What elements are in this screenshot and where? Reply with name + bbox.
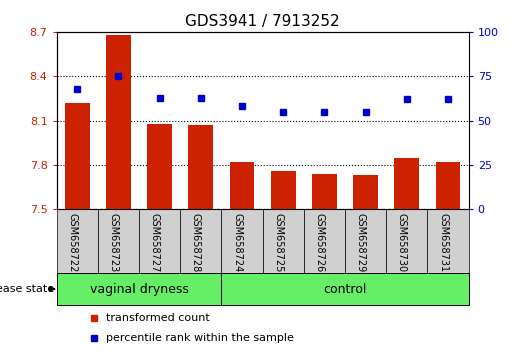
FancyBboxPatch shape xyxy=(304,209,345,273)
Bar xyxy=(106,35,131,209)
Text: control: control xyxy=(323,282,367,296)
Text: GSM658731: GSM658731 xyxy=(438,212,448,272)
FancyBboxPatch shape xyxy=(180,209,221,273)
Text: GSM658722: GSM658722 xyxy=(67,212,77,272)
Text: GSM658725: GSM658725 xyxy=(273,212,283,272)
Bar xyxy=(65,103,90,209)
Title: GDS3941 / 7913252: GDS3941 / 7913252 xyxy=(185,14,340,29)
Bar xyxy=(271,171,296,209)
Text: GSM658730: GSM658730 xyxy=(397,212,407,272)
Text: GSM658728: GSM658728 xyxy=(191,212,201,272)
FancyBboxPatch shape xyxy=(57,209,98,273)
Text: GSM658726: GSM658726 xyxy=(315,212,324,272)
Text: GSM658723: GSM658723 xyxy=(109,212,118,272)
Bar xyxy=(147,124,172,209)
Bar xyxy=(312,174,337,209)
FancyBboxPatch shape xyxy=(345,209,386,273)
Bar xyxy=(436,162,460,209)
FancyBboxPatch shape xyxy=(139,209,180,273)
Text: GSM658724: GSM658724 xyxy=(232,212,242,272)
Text: percentile rank within the sample: percentile rank within the sample xyxy=(106,333,294,343)
Text: disease state: disease state xyxy=(0,284,55,294)
Text: GSM658729: GSM658729 xyxy=(356,212,366,272)
FancyBboxPatch shape xyxy=(263,209,304,273)
FancyBboxPatch shape xyxy=(98,209,139,273)
Bar xyxy=(188,125,213,209)
FancyBboxPatch shape xyxy=(221,273,469,305)
Text: transformed count: transformed count xyxy=(106,313,210,323)
FancyBboxPatch shape xyxy=(427,209,469,273)
Bar xyxy=(230,162,254,209)
Bar xyxy=(394,158,419,209)
FancyBboxPatch shape xyxy=(57,273,221,305)
FancyBboxPatch shape xyxy=(386,209,427,273)
FancyBboxPatch shape xyxy=(221,209,263,273)
Bar xyxy=(353,175,378,209)
Text: GSM658727: GSM658727 xyxy=(150,212,160,272)
Text: vaginal dryness: vaginal dryness xyxy=(90,282,188,296)
